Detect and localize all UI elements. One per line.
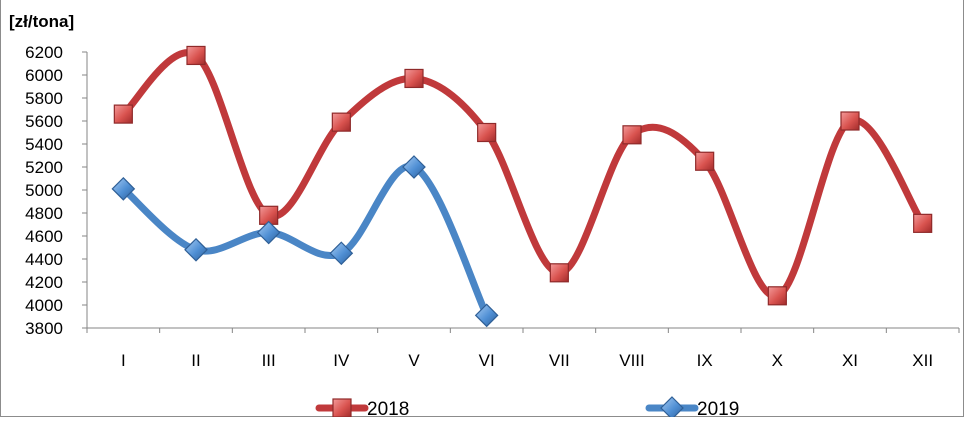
y-tick-label: 5600 xyxy=(25,112,63,131)
y-tick-label: 4600 xyxy=(25,227,63,246)
y-tick-label: 3800 xyxy=(25,319,63,338)
series-line-2018 xyxy=(119,49,927,300)
y-tick-label: 6200 xyxy=(25,43,63,62)
legend-marker-2019 xyxy=(660,396,684,420)
series-2018 xyxy=(113,45,933,306)
x-tick-label: VII xyxy=(549,351,570,370)
x-tick-label: VIII xyxy=(619,351,645,370)
data-point-2018 xyxy=(477,122,497,143)
x-tick-label: XII xyxy=(912,351,933,370)
x-tick-label: X xyxy=(772,351,783,370)
legend-label-2018: 2018 xyxy=(367,399,409,417)
data-point-2019 xyxy=(474,303,499,328)
data-point-2018 xyxy=(113,104,133,124)
data-point-2019 xyxy=(111,177,136,201)
y-tick-label: 4400 xyxy=(25,250,63,269)
data-point-2019 xyxy=(402,155,426,179)
y-tick-label: 4000 xyxy=(25,296,63,315)
data-point-2018 xyxy=(913,213,933,233)
series-layer xyxy=(111,45,933,328)
legend-entry-2019: 2019 xyxy=(645,396,739,420)
y-tick-label: 5200 xyxy=(25,158,63,177)
x-tick-label: II xyxy=(191,351,200,370)
y-tick-label: 5800 xyxy=(25,89,63,108)
y-tick-label: 4800 xyxy=(25,204,63,223)
data-point-2018 xyxy=(767,286,787,306)
x-tick-label: III xyxy=(262,351,276,370)
x-tick-label: XI xyxy=(842,351,858,370)
data-point-2018 xyxy=(840,111,860,131)
series-line-2019 xyxy=(119,162,491,319)
y-tick-label: 5400 xyxy=(25,135,63,154)
data-point-2019 xyxy=(184,237,208,262)
y-unit-label: [zł/tona] xyxy=(9,12,74,31)
data-point-2018 xyxy=(404,68,424,89)
data-point-2018 xyxy=(622,125,642,145)
y-tick-label: 6000 xyxy=(25,66,63,85)
x-tick-label: I xyxy=(121,351,126,370)
legend-entry-2018: 2018 xyxy=(315,398,409,420)
series-2019 xyxy=(111,155,499,328)
data-point-2018 xyxy=(695,151,715,171)
legend-label-2019: 2019 xyxy=(697,399,739,417)
x-tick-label: IX xyxy=(697,351,713,370)
data-point-2018 xyxy=(331,112,351,132)
data-point-2018 xyxy=(186,45,206,66)
x-tick-label: VI xyxy=(479,351,495,370)
axes: 6200 6000 5800 5600 5400 5200 5000 4800 4600 4400… xyxy=(25,43,960,370)
data-point-2019 xyxy=(329,241,354,266)
x-tick-label: IV xyxy=(333,351,350,370)
data-point-2018 xyxy=(549,263,569,283)
y-tick-label: 5000 xyxy=(25,181,63,200)
y-tick-label: 4200 xyxy=(25,273,63,292)
legend: 2018 2019 xyxy=(315,396,739,420)
data-point-2019 xyxy=(256,220,281,245)
x-tick-label: V xyxy=(408,351,420,370)
legend-marker-2018 xyxy=(332,398,352,418)
